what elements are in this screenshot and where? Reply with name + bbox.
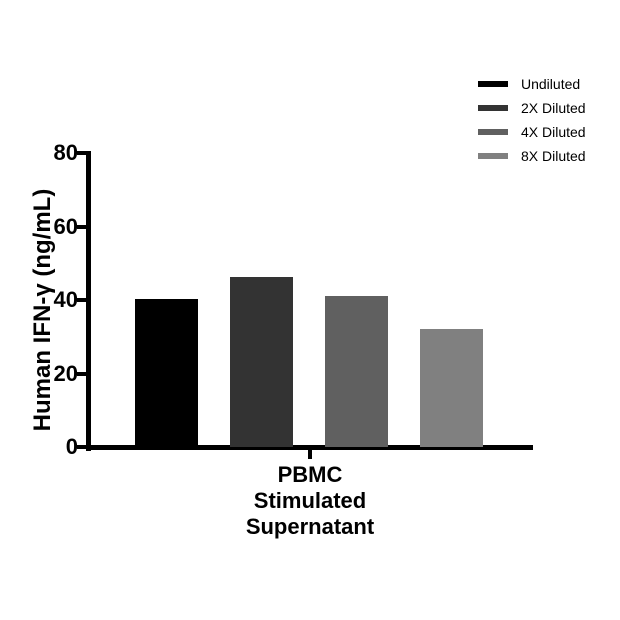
bar-8x-diluted <box>419 328 483 447</box>
legend-swatch <box>478 153 508 159</box>
x-axis-label-line-1: PBMC <box>277 462 343 487</box>
legend-item: Undiluted <box>478 72 586 96</box>
x-axis-line <box>86 445 533 450</box>
y-tick-label: 0 <box>65 434 78 459</box>
x-axis-label-line-2: Stimulated <box>253 488 367 513</box>
legend-swatch <box>478 129 508 135</box>
legend-swatch <box>478 105 508 111</box>
bar-4x-diluted <box>324 295 388 447</box>
y-axis-line <box>86 151 91 451</box>
legend-label: 2X Diluted <box>521 100 586 116</box>
x-axis-label: PBMC Stimulated Supernatant <box>185 462 435 540</box>
legend-label: 4X Diluted <box>521 124 586 140</box>
bar-2x-diluted <box>229 276 293 447</box>
y-tick-mark <box>77 224 88 229</box>
x-axis-label-line-3: Supernatant <box>245 514 375 539</box>
legend-label: 8X Diluted <box>521 148 586 164</box>
y-tick-mark <box>77 298 88 302</box>
legend-label: Undiluted <box>521 76 581 92</box>
legend-swatch <box>478 81 508 87</box>
y-tick-mark <box>77 445 88 449</box>
bar-undiluted <box>134 298 198 447</box>
legend-item: 8X Diluted <box>478 144 586 168</box>
legend-item: 2X Diluted <box>478 96 586 120</box>
y-tick-mark <box>77 151 88 155</box>
y-tick-mark <box>77 371 88 376</box>
legend: Undiluted 2X Diluted 4X Diluted 8X Diluted <box>478 72 586 168</box>
y-tick-label: 20 <box>53 360 78 386</box>
legend-item: 4X Diluted <box>478 120 586 144</box>
y-tick-label: 40 <box>53 287 78 312</box>
x-axis-category-tick <box>308 450 312 459</box>
y-tick-label: 60 <box>53 213 78 239</box>
y-tick-label: 80 <box>53 140 78 165</box>
